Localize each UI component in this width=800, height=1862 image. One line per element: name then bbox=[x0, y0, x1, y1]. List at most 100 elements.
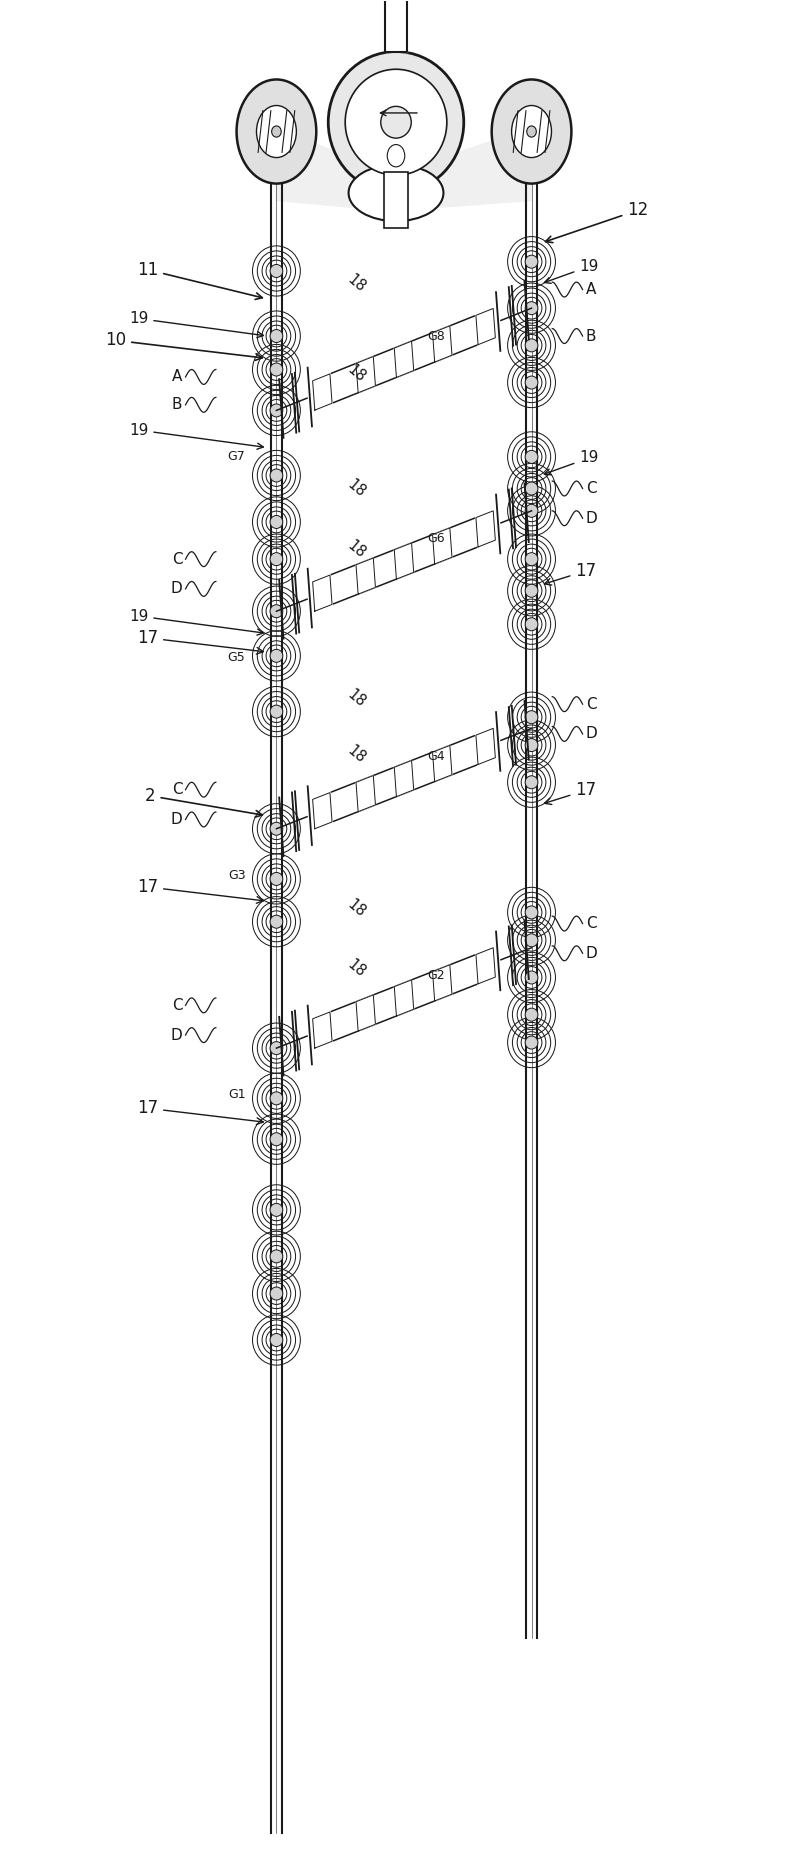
Ellipse shape bbox=[270, 264, 283, 277]
Ellipse shape bbox=[237, 80, 316, 184]
Polygon shape bbox=[356, 776, 375, 812]
Text: A: A bbox=[586, 281, 596, 298]
Polygon shape bbox=[356, 994, 375, 1032]
Text: G1: G1 bbox=[228, 1087, 246, 1100]
Text: 18: 18 bbox=[344, 477, 368, 501]
Polygon shape bbox=[433, 529, 452, 564]
Text: 17: 17 bbox=[137, 879, 263, 903]
Polygon shape bbox=[277, 127, 531, 207]
Text: 18: 18 bbox=[344, 272, 368, 296]
Text: 18: 18 bbox=[344, 957, 368, 979]
Polygon shape bbox=[356, 559, 375, 594]
Text: D: D bbox=[170, 812, 182, 827]
Polygon shape bbox=[394, 760, 414, 797]
Text: 18: 18 bbox=[344, 743, 368, 765]
Ellipse shape bbox=[270, 1091, 283, 1104]
Ellipse shape bbox=[525, 739, 538, 752]
Ellipse shape bbox=[270, 363, 283, 376]
Ellipse shape bbox=[270, 404, 283, 417]
Text: 19: 19 bbox=[544, 451, 598, 475]
Ellipse shape bbox=[345, 69, 447, 175]
Ellipse shape bbox=[525, 933, 538, 946]
Ellipse shape bbox=[525, 505, 538, 518]
Text: C: C bbox=[586, 916, 596, 931]
Ellipse shape bbox=[525, 482, 538, 495]
Text: 12: 12 bbox=[546, 201, 649, 242]
Text: 19: 19 bbox=[129, 423, 263, 449]
Ellipse shape bbox=[525, 970, 538, 983]
Polygon shape bbox=[433, 965, 452, 1002]
Text: G8: G8 bbox=[427, 330, 445, 343]
Ellipse shape bbox=[270, 553, 283, 566]
Text: G5: G5 bbox=[228, 652, 246, 665]
Text: G4: G4 bbox=[427, 750, 445, 763]
Text: 17: 17 bbox=[545, 782, 597, 804]
Text: G2: G2 bbox=[427, 968, 445, 981]
Ellipse shape bbox=[525, 711, 538, 724]
Ellipse shape bbox=[525, 776, 538, 789]
Ellipse shape bbox=[525, 907, 538, 920]
Ellipse shape bbox=[270, 1287, 283, 1300]
Ellipse shape bbox=[525, 255, 538, 268]
Ellipse shape bbox=[525, 376, 538, 389]
Text: G3: G3 bbox=[228, 870, 246, 883]
Ellipse shape bbox=[492, 80, 571, 184]
Text: B: B bbox=[586, 328, 596, 344]
Text: A: A bbox=[172, 369, 182, 384]
Ellipse shape bbox=[270, 469, 283, 482]
Polygon shape bbox=[433, 745, 452, 782]
Text: C: C bbox=[586, 696, 596, 711]
Ellipse shape bbox=[525, 339, 538, 352]
Text: C: C bbox=[586, 480, 596, 495]
Text: 18: 18 bbox=[344, 361, 368, 385]
Polygon shape bbox=[356, 356, 375, 393]
Text: G6: G6 bbox=[427, 533, 445, 546]
Ellipse shape bbox=[270, 1203, 283, 1216]
Text: 18: 18 bbox=[344, 897, 368, 920]
Text: 19: 19 bbox=[129, 311, 263, 337]
Ellipse shape bbox=[525, 451, 538, 464]
Ellipse shape bbox=[328, 52, 464, 194]
Text: D: D bbox=[586, 510, 598, 525]
Text: D: D bbox=[586, 726, 598, 741]
Polygon shape bbox=[313, 575, 332, 611]
Ellipse shape bbox=[525, 1007, 538, 1020]
Bar bbox=[384, 173, 408, 229]
Ellipse shape bbox=[270, 516, 283, 529]
Polygon shape bbox=[394, 341, 414, 378]
Polygon shape bbox=[313, 374, 332, 410]
Ellipse shape bbox=[270, 916, 283, 929]
Polygon shape bbox=[313, 1011, 332, 1048]
Polygon shape bbox=[476, 948, 495, 983]
Ellipse shape bbox=[525, 302, 538, 315]
Text: 17: 17 bbox=[137, 1099, 263, 1125]
Text: 10: 10 bbox=[105, 331, 262, 361]
Polygon shape bbox=[433, 326, 452, 361]
Ellipse shape bbox=[272, 127, 282, 138]
Ellipse shape bbox=[387, 145, 405, 168]
Polygon shape bbox=[394, 979, 414, 1017]
Ellipse shape bbox=[526, 127, 536, 138]
Polygon shape bbox=[476, 728, 495, 765]
Ellipse shape bbox=[270, 706, 283, 719]
Ellipse shape bbox=[381, 106, 411, 138]
Text: D: D bbox=[586, 946, 598, 961]
Text: D: D bbox=[170, 1028, 182, 1043]
Text: 11: 11 bbox=[137, 261, 262, 300]
Polygon shape bbox=[476, 309, 495, 344]
Ellipse shape bbox=[525, 618, 538, 631]
Text: 17: 17 bbox=[137, 629, 263, 654]
Text: 18: 18 bbox=[344, 538, 368, 562]
Text: 19: 19 bbox=[544, 259, 598, 283]
Text: 19: 19 bbox=[129, 609, 263, 635]
Polygon shape bbox=[394, 544, 414, 579]
Text: C: C bbox=[172, 782, 182, 797]
Text: 18: 18 bbox=[344, 687, 368, 709]
Ellipse shape bbox=[270, 1041, 283, 1054]
Text: C: C bbox=[172, 551, 182, 566]
Text: C: C bbox=[172, 998, 182, 1013]
Text: G7: G7 bbox=[228, 451, 246, 464]
Text: 2: 2 bbox=[145, 788, 262, 817]
Text: B: B bbox=[172, 397, 182, 412]
Ellipse shape bbox=[270, 605, 283, 618]
